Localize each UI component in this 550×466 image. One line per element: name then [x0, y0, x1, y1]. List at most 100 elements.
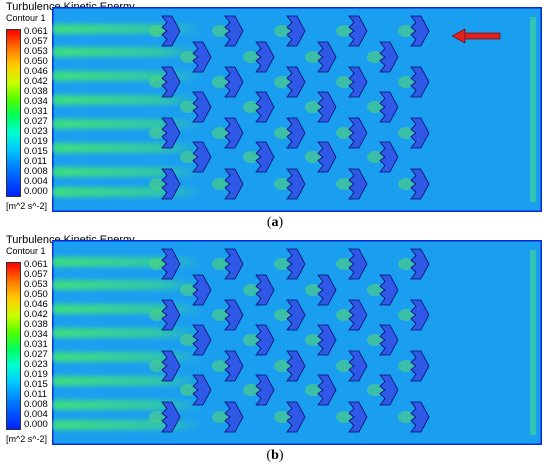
- inlet-hotspot: [149, 258, 165, 270]
- legend-tick-label: 0.011: [24, 389, 48, 400]
- pin-fin: [161, 168, 181, 200]
- wake-streak: [52, 420, 202, 430]
- tke-contour-field: [52, 240, 542, 445]
- legend-tick-label: 0.031: [24, 106, 48, 117]
- legend-tick-label: 0.019: [24, 136, 48, 147]
- color-legend-ticks: 0.061 0.057 0.053 0.050 0.046 0.042 0.038 0.034…: [24, 260, 58, 430]
- outlet-band: [530, 250, 536, 435]
- pin-fin: [286, 299, 306, 331]
- pin-fin: [348, 401, 368, 433]
- pin-fin: [224, 168, 244, 200]
- inlet-hotspot: [305, 151, 321, 163]
- wake-streak: [52, 280, 202, 290]
- inlet-hotspot: [149, 411, 165, 423]
- pin-fin: [410, 401, 430, 433]
- legend-tick-label: 0.042: [24, 76, 48, 87]
- inlet-hotspot: [398, 25, 414, 37]
- inlet-hotspot: [212, 127, 228, 139]
- legend-tick-label: 0.004: [24, 409, 48, 420]
- legend-tick-label: 0.008: [24, 399, 48, 410]
- inlet-hotspot: [398, 178, 414, 190]
- legend-tick-label: 0.015: [24, 379, 48, 390]
- inlet-hotspot: [274, 360, 290, 372]
- inlet-hotspot: [243, 334, 259, 346]
- inlet-hotspot: [149, 76, 165, 88]
- pin-fin: [317, 374, 337, 406]
- inlet-hotspot: [398, 411, 414, 423]
- pin-fin: [161, 15, 181, 47]
- outlet-band: [530, 17, 536, 202]
- inlet-hotspot: [274, 76, 290, 88]
- legend-tick-label: 0.034: [24, 96, 48, 107]
- pin-fin: [410, 350, 430, 382]
- contour-subtitle: Contour 1: [6, 13, 46, 23]
- inlet-hotspot: [398, 76, 414, 88]
- wake-streak: [52, 304, 202, 314]
- legend-tick-label: 0.000: [24, 419, 48, 430]
- inlet-hotspot: [212, 178, 228, 190]
- wake-streak: [52, 187, 202, 197]
- inlet-hotspot: [243, 101, 259, 113]
- inlet-hotspot: [336, 309, 352, 321]
- pin-fin: [224, 248, 244, 280]
- inlet-hotspot: [274, 127, 290, 139]
- pin-fin: [255, 374, 275, 406]
- color-legend-ticks: 0.061 0.057 0.053 0.050 0.046 0.042 0.038 0.034…: [24, 27, 58, 197]
- caption-letter: a: [271, 215, 279, 230]
- inlet-hotspot: [398, 360, 414, 372]
- inlet-hotspot: [212, 411, 228, 423]
- pin-fin: [255, 274, 275, 306]
- legend-tick-label: 0.061: [24, 259, 48, 270]
- pin-fin: [224, 401, 244, 433]
- inlet-hotspot: [336, 76, 352, 88]
- pin-fin: [192, 141, 212, 173]
- legend-tick-label: 0.031: [24, 339, 48, 350]
- arrow-head: [451, 28, 466, 44]
- pin-fin: [224, 66, 244, 98]
- inlet-hotspot: [367, 384, 383, 396]
- inlet-hotspot: [274, 25, 290, 37]
- legend-tick-label: 0.057: [24, 269, 48, 280]
- legend-tick-label: 0.023: [24, 359, 48, 370]
- wake-streak: [52, 167, 202, 177]
- legend-tick-label: 0.023: [24, 126, 48, 137]
- inlet-hotspot: [305, 51, 321, 63]
- pin-fin: [224, 117, 244, 149]
- inlet-hotspot: [149, 178, 165, 190]
- inlet-hotspot: [149, 127, 165, 139]
- legend-tick-label: 0.061: [24, 26, 48, 37]
- legend-tick-label: 0.027: [24, 349, 48, 360]
- pin-fin: [348, 15, 368, 47]
- pin-fin: [286, 350, 306, 382]
- pin-fin: [192, 91, 212, 123]
- figure-caption-b: (b): [266, 448, 284, 463]
- wake-streak: [52, 352, 202, 362]
- pin-fin: [379, 274, 399, 306]
- inlet-hotspot: [336, 360, 352, 372]
- inlet-hotspot: [212, 76, 228, 88]
- pin-fin: [317, 91, 337, 123]
- inlet-hotspot: [212, 25, 228, 37]
- pin-fin: [410, 66, 430, 98]
- color-legend-bar: [6, 262, 21, 430]
- legend-tick-label: 0.053: [24, 46, 48, 57]
- pin-fin: [379, 91, 399, 123]
- pin-fin: [348, 350, 368, 382]
- inlet-hotspot: [336, 411, 352, 423]
- pin-fin: [161, 117, 181, 149]
- inlet-hotspot: [243, 51, 259, 63]
- legend-tick-label: 0.038: [24, 319, 48, 330]
- pin-fin: [348, 299, 368, 331]
- pin-fin: [286, 248, 306, 280]
- pin-fin: [224, 299, 244, 331]
- wake-streak: [52, 71, 202, 81]
- pin-fin: [410, 168, 430, 200]
- inlet-hotspot: [212, 360, 228, 372]
- inlet-hotspot: [336, 25, 352, 37]
- pin-fin: [410, 15, 430, 47]
- wake-streak: [52, 328, 202, 338]
- legend-tick-label: 0.046: [24, 66, 48, 77]
- pin-fin: [161, 299, 181, 331]
- pin-fin: [255, 91, 275, 123]
- inlet-hotspot: [243, 151, 259, 163]
